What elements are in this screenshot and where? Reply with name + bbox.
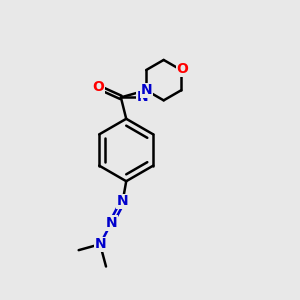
- Text: O: O: [92, 80, 104, 94]
- Text: O: O: [177, 62, 189, 76]
- Text: N: N: [117, 194, 128, 208]
- Text: N: N: [106, 216, 117, 230]
- Text: N: N: [140, 83, 152, 97]
- Text: N: N: [136, 90, 148, 104]
- Text: N: N: [94, 237, 106, 251]
